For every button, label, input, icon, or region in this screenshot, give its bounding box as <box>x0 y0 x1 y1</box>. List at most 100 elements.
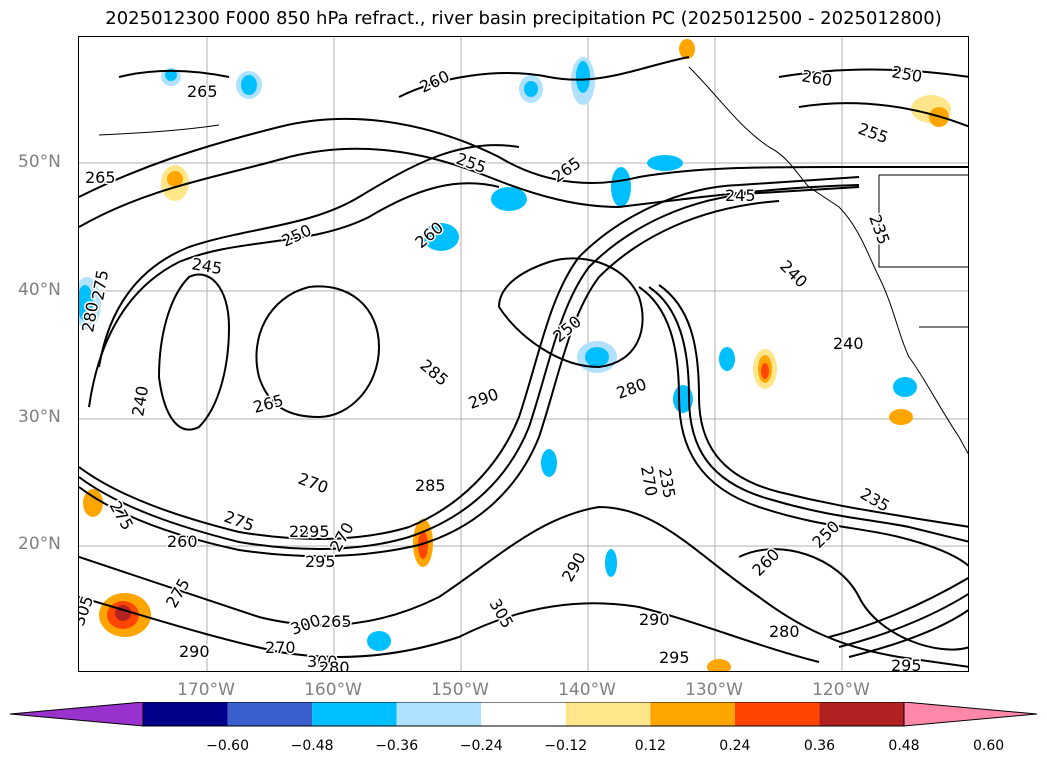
precip-patch <box>719 347 735 371</box>
contour-label: 275 <box>222 507 257 535</box>
precip-patch <box>524 81 538 97</box>
colorbar-bin <box>143 702 228 726</box>
precip-patch <box>679 39 695 59</box>
refractivity-contours <box>79 56 968 668</box>
precip-patch <box>576 61 590 93</box>
contour-line <box>778 68 968 78</box>
contour-label: 255 <box>454 149 489 177</box>
colorbar-bin <box>650 702 735 726</box>
contour-label: 255 <box>856 119 891 147</box>
contour-line <box>498 257 644 369</box>
colorbar-bin <box>565 702 651 726</box>
precip-patch <box>241 75 257 95</box>
contour-line <box>648 286 968 543</box>
precip-patch <box>611 167 631 207</box>
colorbar-extend-max <box>903 702 1037 727</box>
contour-label: 290 <box>289 522 320 541</box>
contour-line <box>638 286 968 567</box>
precip-shading <box>79 39 951 671</box>
contour-line <box>79 118 968 198</box>
precip-patch <box>541 449 557 477</box>
contour-label: 295 <box>659 648 690 667</box>
contour-label: 280 <box>614 374 649 402</box>
contour-label: 290 <box>466 384 501 412</box>
colorbar-bin <box>819 702 904 726</box>
coastline-north-america <box>688 66 968 455</box>
lon-label-160w: 160°W <box>304 680 362 700</box>
precip-patch <box>423 223 459 251</box>
precip-patch <box>165 69 177 81</box>
contour-label: 295 <box>891 656 922 672</box>
precip-patch <box>83 489 103 517</box>
lon-label-130w: 130°W <box>685 680 743 700</box>
contour-label: 265 <box>187 82 218 101</box>
contour-label: 240 <box>128 384 152 417</box>
precip-patch <box>491 187 527 211</box>
lat-label-20n: 20°N <box>18 534 61 554</box>
contour-label: 245 <box>725 186 756 205</box>
contour-line <box>79 176 860 540</box>
coastlines <box>98 66 968 455</box>
colorbar-bin <box>396 702 482 726</box>
contour-label: 270 <box>296 469 331 497</box>
contour-label: 240 <box>833 334 864 353</box>
state-border <box>878 175 968 268</box>
contour-label: 275 <box>106 498 138 534</box>
contour-line <box>88 182 500 408</box>
contour-line <box>398 56 690 98</box>
contour-label: 265 <box>548 153 584 186</box>
colorbar-tick-label: −0.60 <box>206 738 249 754</box>
precip-patch <box>585 347 609 367</box>
precip-patch <box>79 285 93 321</box>
precip-patch <box>647 155 683 171</box>
contour-label: 235 <box>865 212 893 247</box>
contour-line <box>738 548 968 651</box>
contour-label: 285 <box>416 356 452 390</box>
contour-label: 265 <box>251 391 285 417</box>
lat-label-30n: 30°N <box>18 407 61 427</box>
contour-label: 265 <box>85 168 116 187</box>
colorbar-bin <box>312 702 397 726</box>
colorbar-tick-label: 0.36 <box>803 738 836 754</box>
colorbar-tick-label: −0.12 <box>544 738 588 754</box>
map-panel: 265 260 260 250 255 255 265 265 245 250 260 245 235 2… <box>78 36 969 672</box>
contour-label: 280 <box>79 300 102 333</box>
lon-label-120w: 120°W <box>812 680 870 700</box>
contour-line <box>79 186 860 550</box>
precip-patch <box>761 363 769 379</box>
contour-line <box>255 285 381 419</box>
contour-line <box>658 284 968 528</box>
precip-patch <box>893 377 917 397</box>
colorbar-bin <box>481 702 566 726</box>
contour-label: 260 <box>167 532 198 551</box>
contour-line <box>118 69 230 78</box>
colorbar-tick-label: 0.24 <box>719 738 751 754</box>
precip-patch <box>605 549 617 577</box>
colorbar-tick-label: 0.48 <box>888 738 920 754</box>
precip-patch <box>167 171 183 187</box>
colorbar-tick-label: −0.48 <box>290 738 334 754</box>
precip-patch <box>367 631 391 651</box>
graticule <box>79 37 968 671</box>
colorbar-tick-label: 0.60 <box>972 738 1005 754</box>
contour-line <box>79 596 820 663</box>
contour-label: 275 <box>88 268 112 301</box>
contour-line <box>798 102 968 128</box>
contour-line <box>848 609 968 658</box>
contour-line <box>828 576 968 638</box>
contour-label: 245 <box>190 254 223 278</box>
colorbar-bin <box>734 702 820 726</box>
contour-label: 280 <box>319 658 350 672</box>
colorbar <box>10 702 1037 727</box>
colorbar-tick-label: 0.12 <box>634 738 666 754</box>
lon-label-170w: 170°W <box>177 680 235 700</box>
contour-label: 285 <box>415 476 446 495</box>
contour-label: 250 <box>890 62 923 86</box>
aleutian-chain <box>98 124 220 136</box>
contour-label: 305 <box>79 593 97 628</box>
contour-line <box>79 505 968 668</box>
contour-label: 300 <box>288 610 323 638</box>
lat-label-50n: 50°N <box>18 152 61 172</box>
contour-label: 290 <box>558 549 590 585</box>
